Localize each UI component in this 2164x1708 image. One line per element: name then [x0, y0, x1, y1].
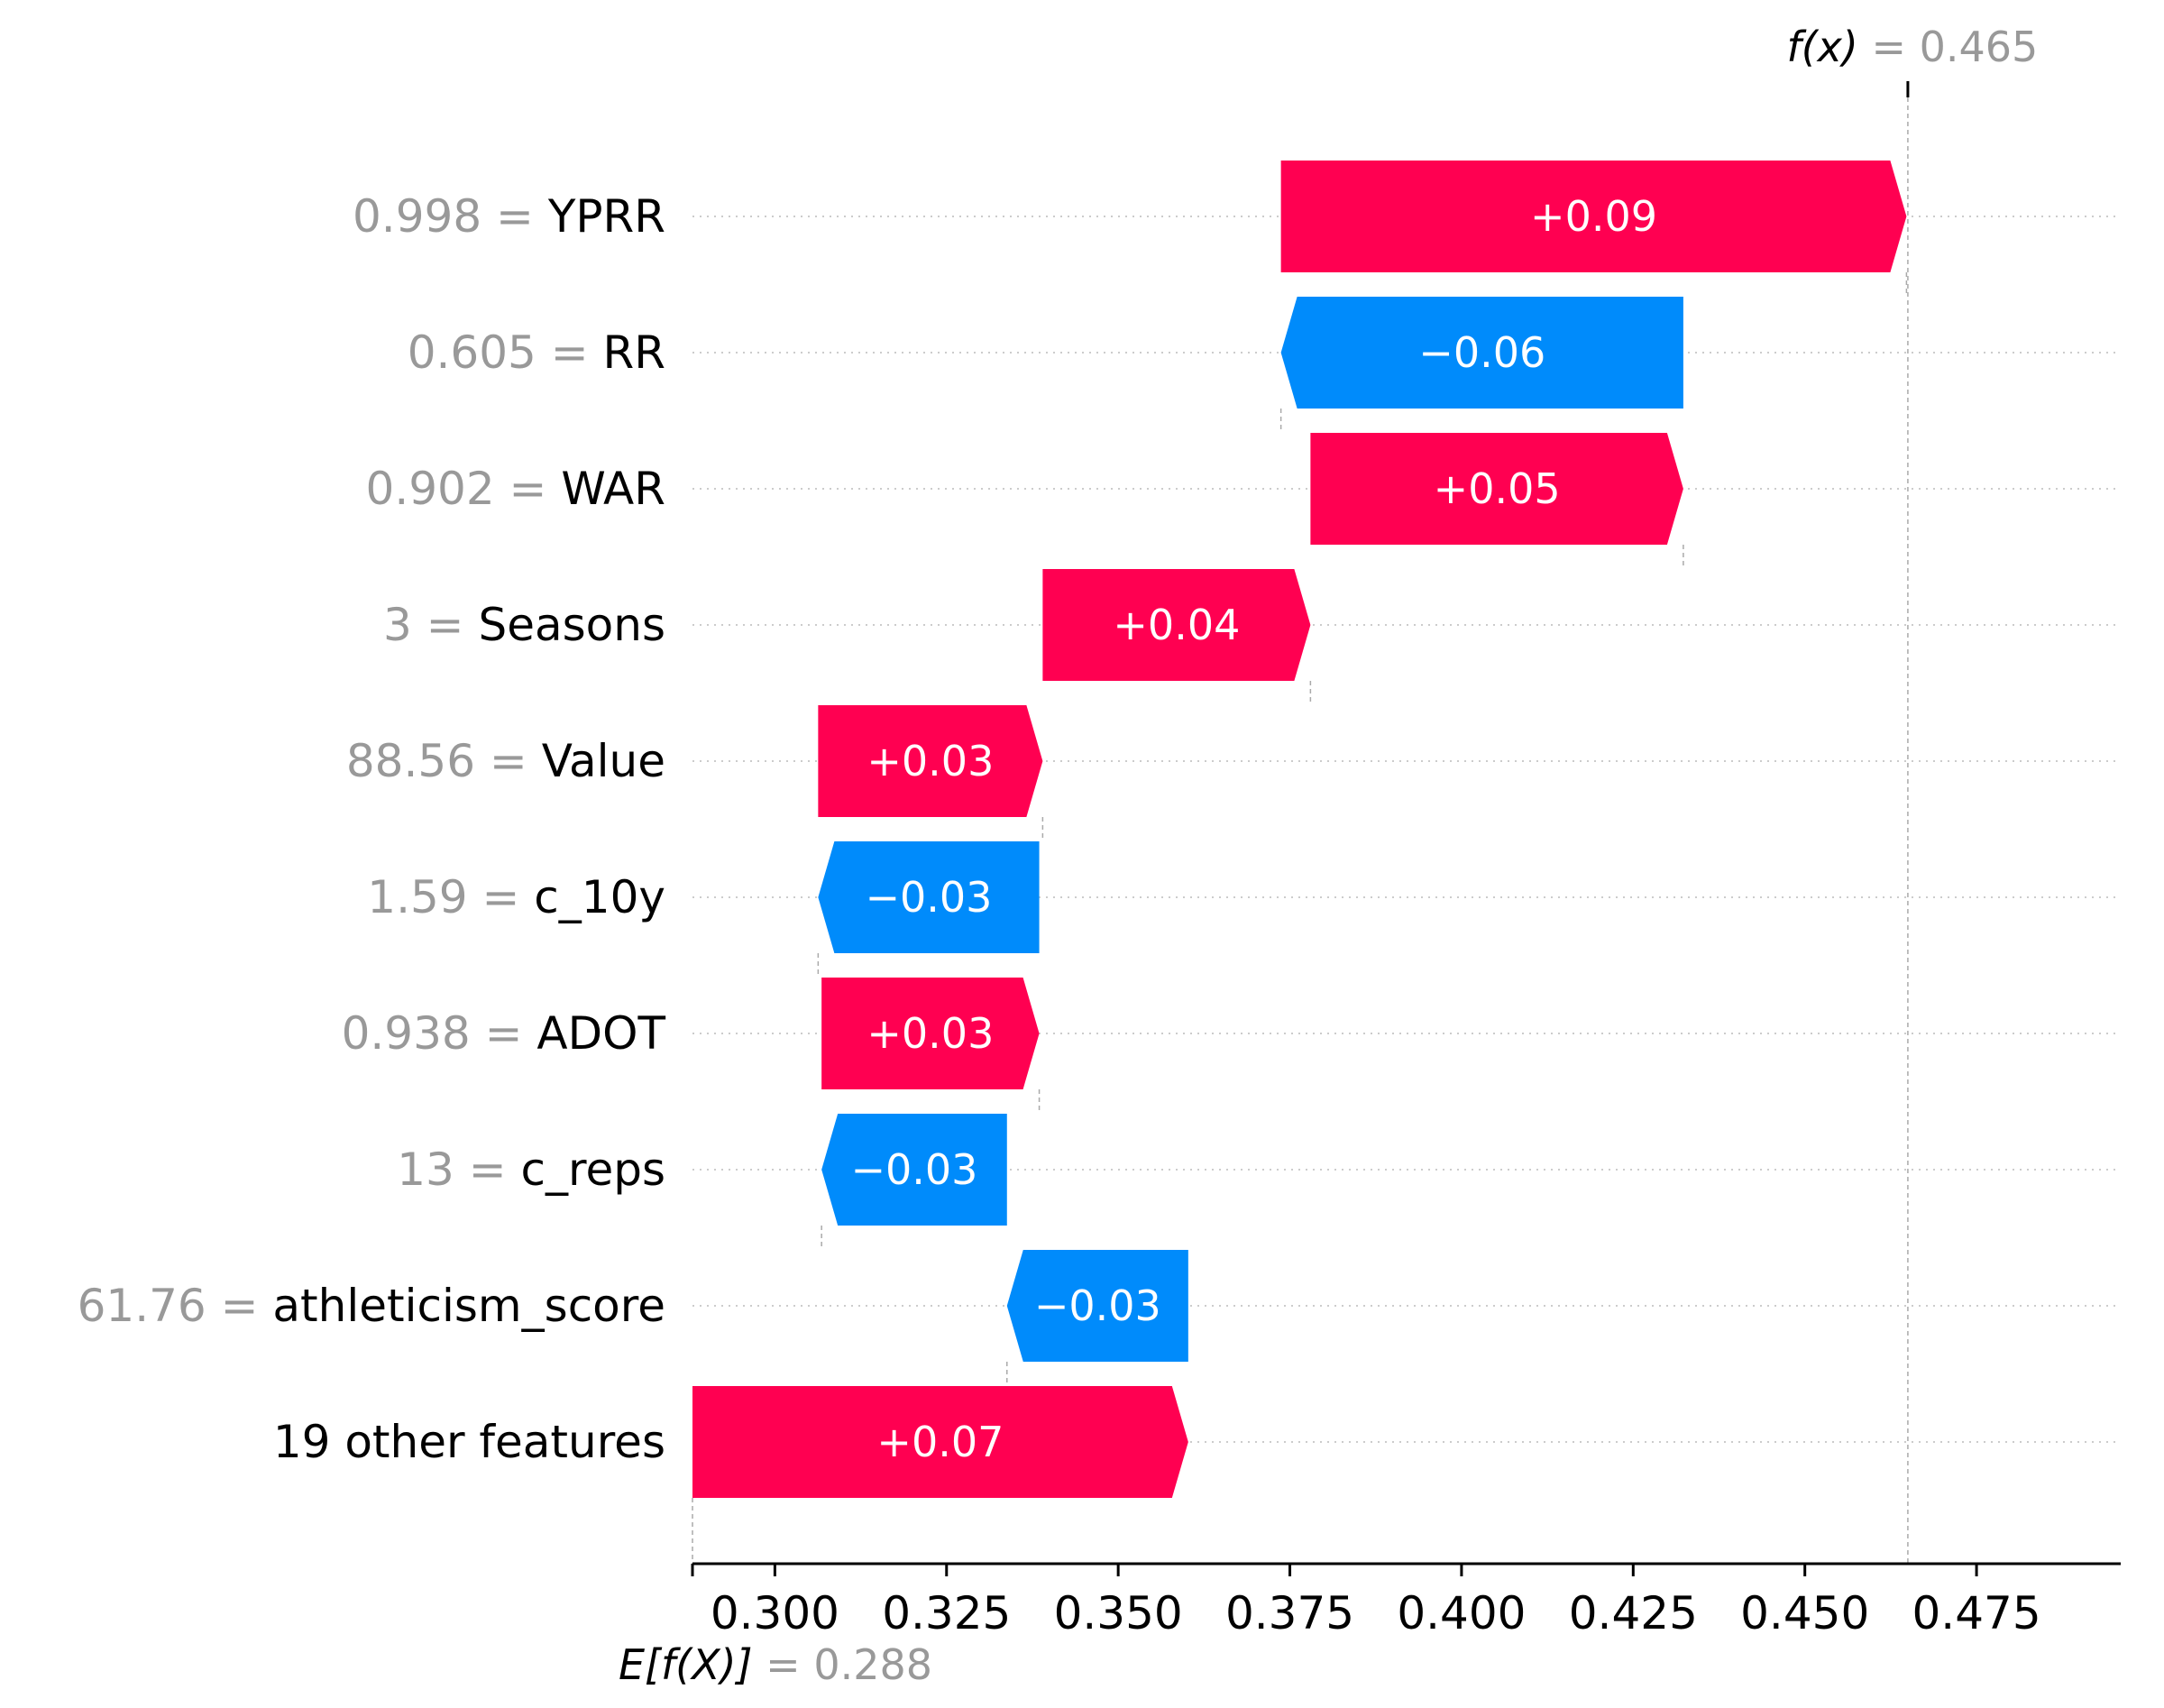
feature-value: 3 =	[383, 599, 479, 651]
bar-value-label: +0.03	[867, 737, 994, 785]
feature-labels: 0.998 = YPRR 0.605 = RR 0.902 = WAR 3 = Sea…	[78, 190, 666, 1468]
feature-label: 0.938 = ADOT	[342, 1007, 666, 1060]
x-tick-label: 0.375	[1225, 1587, 1354, 1639]
feature-value: 0.938 =	[342, 1007, 537, 1060]
bar-19-other-features	[692, 1386, 1188, 1498]
feature-name: Value	[542, 735, 665, 787]
feature-name: 19 other features	[273, 1416, 665, 1468]
x-axis: 0.300 0.325 0.350 0.375 0.400 0.425 0.450 0.475	[691, 81, 2121, 1639]
feature-value: 1.59 =	[367, 871, 534, 923]
bar-war	[1310, 433, 1683, 545]
feature-value: 0.998 =	[353, 190, 548, 243]
output-value-label: f(x) = 0.465	[1787, 23, 2039, 71]
feature-name: Seasons	[478, 599, 665, 651]
feature-name: YPRR	[547, 190, 665, 243]
feature-label: 88.56 = Value	[346, 735, 665, 787]
value-annotations: f(x) = 0.465 E[f(X)] = 0.288	[619, 23, 2038, 1689]
bar-value-label: −0.06	[1418, 328, 1545, 377]
bar-value-label: +0.07	[876, 1418, 1004, 1466]
bar-rr	[1280, 297, 1683, 409]
feature-name: c_reps	[521, 1143, 666, 1196]
bar-value-label: −0.03	[1034, 1281, 1161, 1330]
bar-seasons	[1042, 569, 1311, 681]
feature-value: 0.902 =	[366, 463, 562, 515]
bar-c_reps	[821, 1114, 1007, 1226]
bar-athleticism_score	[1006, 1250, 1188, 1362]
x-tick-label: 0.325	[882, 1587, 1011, 1639]
x-tick-label: 0.475	[1912, 1587, 2041, 1639]
feature-label: 0.998 = YPRR	[353, 190, 665, 243]
x-tick-label: 0.450	[1740, 1587, 1869, 1639]
x-tick-label: 0.350	[1054, 1587, 1183, 1639]
feature-name: c_10y	[534, 871, 665, 923]
x-tick-label: 0.400	[1397, 1587, 1526, 1639]
bar-yprr	[1280, 161, 1907, 272]
contribution-bars: +0.09 −0.06 +0.05 +0.04 +0.03 −0.03 +0.03 −0.03…	[692, 161, 1907, 1498]
bar-value-label: +0.04	[1113, 601, 1240, 649]
bar-adot	[821, 978, 1040, 1089]
base-value-label-symbol: E[f(X)]	[619, 1640, 766, 1689]
bar-value-label: +0.09	[1530, 192, 1657, 241]
feature-name: RR	[603, 326, 665, 379]
feature-label: 1.59 = c_10y	[367, 871, 665, 923]
bar-value-label: −0.03	[865, 873, 992, 922]
output-value-label-symbol: f(x)	[1787, 23, 1872, 71]
feature-value: 61.76 =	[78, 1280, 273, 1332]
x-tick-label: 0.300	[711, 1587, 839, 1639]
feature-value: 88.56 =	[346, 735, 542, 787]
bar-connectors	[692, 97, 1909, 1564]
bar-c_10y	[818, 841, 1040, 953]
output-value-label-value: = 0.465	[1871, 23, 2038, 71]
x-tick-label: 0.425	[1569, 1587, 1698, 1639]
bar-value-label: +0.03	[867, 1009, 994, 1058]
bar-value-label: −0.03	[850, 1145, 977, 1194]
feature-name: ADOT	[536, 1007, 665, 1060]
feature-label: 3 = Seasons	[383, 599, 665, 651]
feature-name: athleticism_score	[272, 1280, 665, 1332]
feature-label: 61.76 = athleticism_score	[78, 1280, 665, 1332]
feature-label: 19 other features	[273, 1416, 665, 1468]
bar-value-label: +0.05	[1434, 464, 1561, 513]
feature-label: 13 = c_reps	[397, 1143, 665, 1196]
feature-label: 0.605 = RR	[408, 326, 665, 379]
bar-value	[818, 705, 1043, 817]
feature-value: 0.605 =	[408, 326, 603, 379]
base-value-label-value: = 0.288	[766, 1640, 932, 1689]
feature-name: WAR	[561, 463, 665, 515]
feature-value: 13 =	[397, 1143, 520, 1196]
base-value-label: E[f(X)] = 0.288	[619, 1640, 932, 1689]
feature-label: 0.902 = WAR	[366, 463, 665, 515]
